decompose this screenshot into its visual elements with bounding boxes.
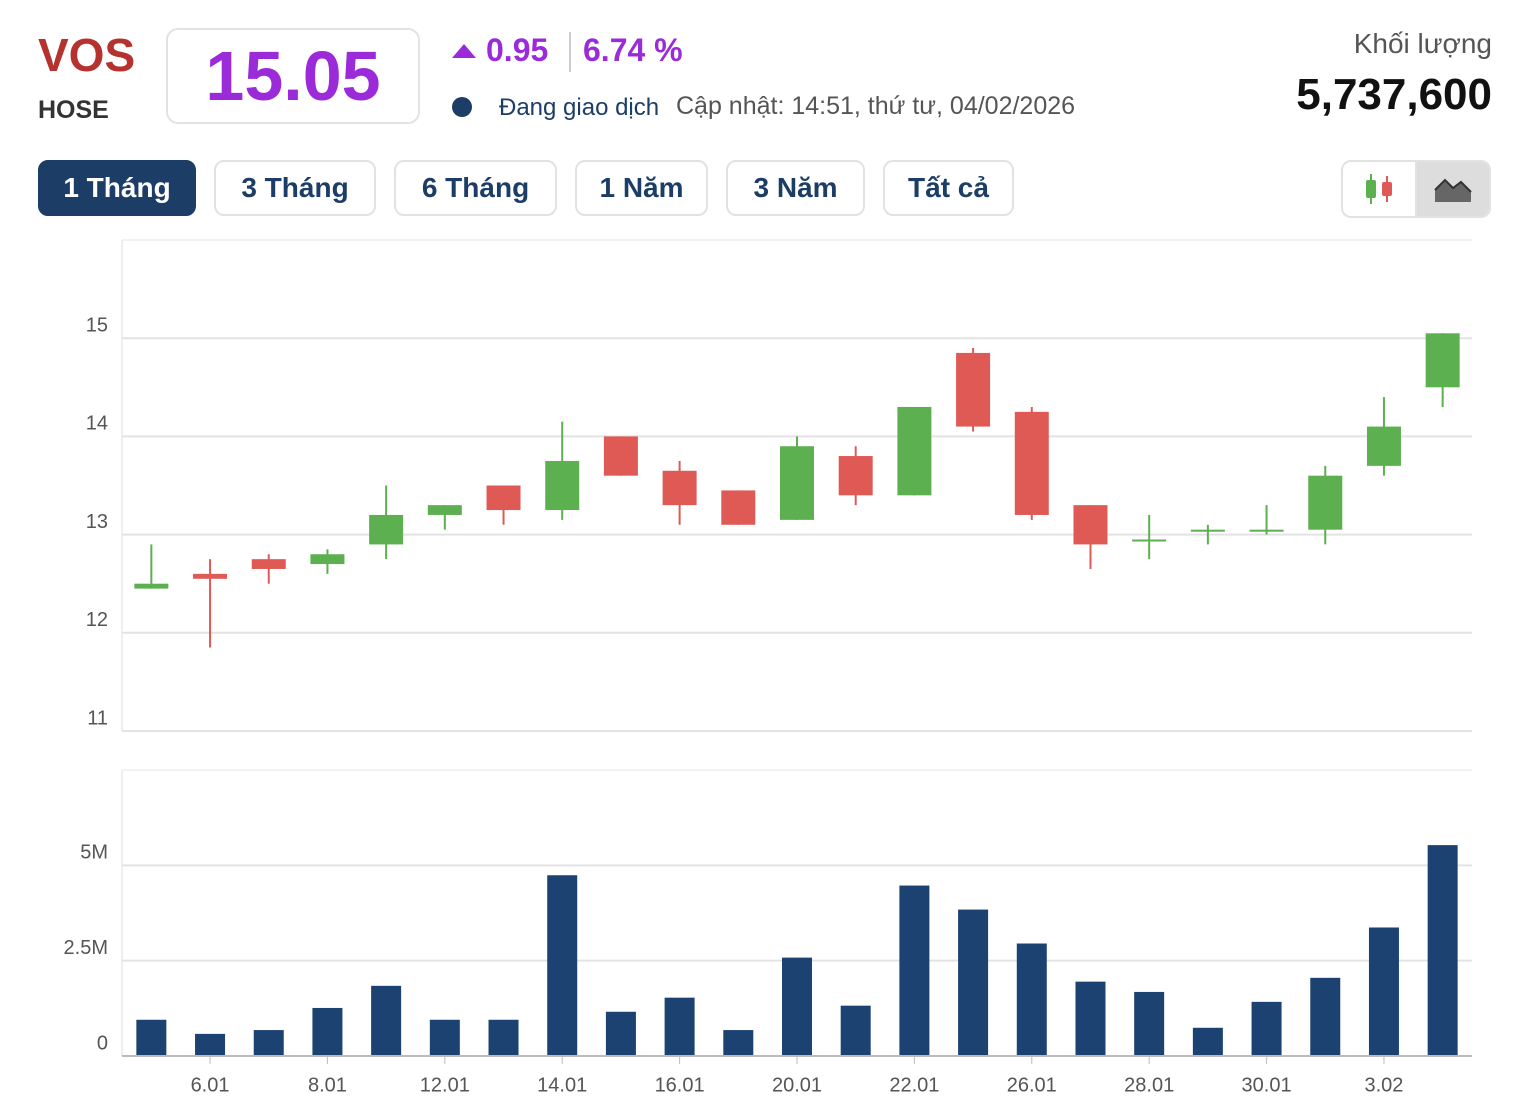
range-button[interactable]: 3 Tháng bbox=[214, 160, 376, 216]
candle-body bbox=[545, 460, 580, 511]
volume-bar bbox=[1134, 991, 1165, 1056]
candle-icon bbox=[1366, 174, 1392, 204]
candle-body bbox=[251, 559, 286, 569]
x-tick-label: 8.01 bbox=[308, 1074, 347, 1096]
candle-body bbox=[310, 554, 345, 565]
range-button[interactable]: 1 Tháng bbox=[38, 160, 196, 216]
chart-type-toggle[interactable] bbox=[1341, 160, 1491, 218]
candle-body bbox=[1190, 529, 1225, 532]
volume-bar bbox=[429, 1019, 460, 1056]
volume-bar bbox=[958, 909, 989, 1056]
candle-body bbox=[1073, 505, 1108, 545]
up-arrow bbox=[452, 44, 476, 58]
x-tick-label: 14.01 bbox=[537, 1074, 587, 1096]
candle-body bbox=[486, 485, 521, 511]
volume-bar bbox=[605, 1011, 636, 1056]
candle-body bbox=[838, 456, 873, 496]
volume-bar bbox=[782, 957, 812, 1056]
candle-body bbox=[1425, 333, 1460, 388]
candle-icon-button[interactable] bbox=[1343, 162, 1415, 216]
volume-bar bbox=[664, 997, 695, 1056]
x-tick-label: 20.01 bbox=[772, 1074, 822, 1096]
candle-body bbox=[1308, 475, 1343, 530]
y-tick-label: 14 bbox=[86, 413, 108, 435]
x-tick-label: 28.01 bbox=[1124, 1074, 1174, 1096]
x-tick-label: 16.01 bbox=[655, 1074, 705, 1096]
candle-body bbox=[721, 490, 756, 525]
y-tick-label: 2.5M bbox=[64, 937, 108, 959]
updated: Cập nhật: 14:51, thứ tư, 04/02/2026 bbox=[676, 92, 1076, 120]
y-tick-label: 12 bbox=[86, 609, 108, 631]
x-tick-label: 26.01 bbox=[1007, 1074, 1057, 1096]
y-tick-label: 15 bbox=[86, 314, 108, 336]
status: Đang giao dịch bbox=[499, 94, 660, 121]
exchange: HOSE bbox=[38, 96, 109, 124]
volume-bar bbox=[136, 1019, 167, 1056]
y-tick-label: 5M bbox=[80, 842, 108, 864]
volume-bar bbox=[547, 875, 578, 1056]
volume-bar bbox=[195, 1033, 226, 1056]
range-button[interactable]: 6 Tháng bbox=[394, 160, 557, 216]
volume-bar bbox=[1192, 1027, 1223, 1056]
candle-body bbox=[603, 436, 638, 476]
y-tick-label: 0 bbox=[97, 1032, 108, 1054]
volume-bar bbox=[1016, 943, 1047, 1056]
volume-bar bbox=[1075, 981, 1106, 1056]
range-button[interactable]: 3 Năm bbox=[726, 160, 865, 216]
x-tick-label: 30.01 bbox=[1242, 1074, 1292, 1096]
volume-bar bbox=[312, 1007, 343, 1056]
volume-bar bbox=[488, 1019, 519, 1056]
volume-bar bbox=[840, 1005, 871, 1056]
volume-bar bbox=[899, 885, 930, 1056]
area-icon-button[interactable] bbox=[1415, 162, 1489, 216]
range-button[interactable]: 1 Năm bbox=[575, 160, 708, 216]
candle-body bbox=[956, 352, 991, 427]
x-tick-label: 12.01 bbox=[420, 1074, 470, 1096]
volume: 5,737,600 bbox=[1296, 70, 1492, 119]
symbol: VOS bbox=[38, 29, 136, 81]
x-tick-label: 3.02 bbox=[1364, 1074, 1403, 1096]
volume-bar bbox=[371, 985, 402, 1056]
candle-body bbox=[897, 406, 932, 496]
volume-bar bbox=[1427, 845, 1458, 1056]
candle-body bbox=[1366, 426, 1401, 466]
candle-body bbox=[427, 505, 462, 515]
candle-body bbox=[1249, 529, 1284, 532]
candle-body bbox=[1014, 411, 1049, 515]
volume-bar bbox=[1368, 927, 1399, 1056]
candle-body bbox=[1132, 539, 1167, 542]
volume-bar bbox=[1251, 1001, 1282, 1056]
volume-label: Khối lượng bbox=[1353, 28, 1492, 59]
range-button[interactable]: Tất cả bbox=[883, 160, 1014, 216]
price: 15.05 bbox=[166, 28, 420, 124]
y-tick-label: 13 bbox=[86, 511, 108, 533]
change: 0.95 bbox=[486, 32, 549, 68]
change-pct: 6.74 % bbox=[583, 32, 683, 68]
candle-body bbox=[369, 514, 404, 545]
separator bbox=[569, 32, 571, 72]
y-tick-label: 11 bbox=[87, 707, 108, 729]
candle-body bbox=[780, 446, 814, 520]
status-dot bbox=[452, 97, 472, 117]
candle-body bbox=[662, 470, 697, 506]
x-tick-label: 6.01 bbox=[191, 1074, 230, 1096]
volume-bar bbox=[1310, 977, 1341, 1056]
candle-body bbox=[134, 583, 169, 589]
candle-body bbox=[193, 573, 228, 579]
volume-bar bbox=[253, 1030, 284, 1056]
volume-bar bbox=[723, 1030, 754, 1056]
area-icon bbox=[1434, 178, 1472, 202]
x-tick-label: 22.01 bbox=[889, 1074, 939, 1096]
